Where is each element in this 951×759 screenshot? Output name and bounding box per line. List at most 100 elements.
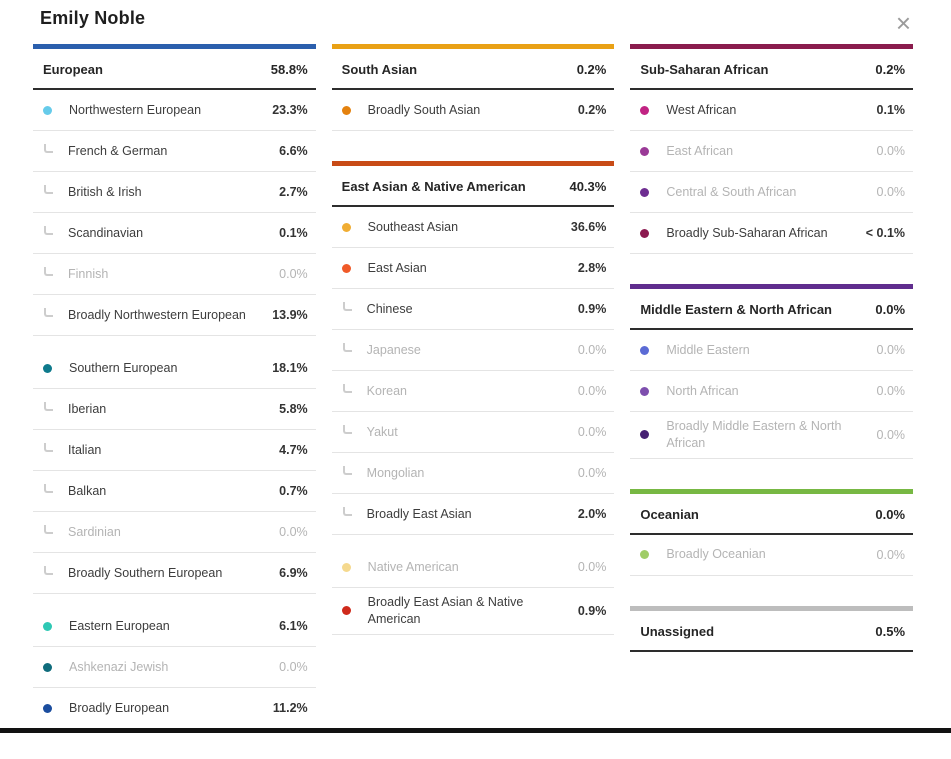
tree-connector-icon bbox=[44, 143, 53, 153]
row-percent: 5.8% bbox=[279, 402, 308, 416]
row-label: Eastern European bbox=[69, 618, 170, 633]
category-dot-icon bbox=[341, 105, 351, 115]
tree-connector-icon bbox=[342, 424, 352, 434]
row-label: Japanese bbox=[366, 342, 421, 357]
row-percent: 18.1% bbox=[272, 361, 308, 375]
ancestry-section: Middle Eastern & North African 0.0% Middle… bbox=[630, 284, 914, 459]
ancestry-row: Japanese 0.0% bbox=[331, 330, 615, 371]
row-label: Broadly Northwestern European bbox=[68, 307, 246, 322]
section-color-bar bbox=[630, 488, 914, 494]
section-percent: 0.2% bbox=[875, 62, 906, 77]
ancestry-row: Middle Eastern 0.0% bbox=[630, 330, 914, 371]
category-dot-icon bbox=[43, 105, 52, 115]
section-color-bar bbox=[331, 161, 615, 166]
row-label: East African bbox=[666, 143, 734, 158]
tree-connector-icon bbox=[44, 442, 53, 452]
category-dot-icon bbox=[43, 703, 52, 713]
tree-connector-icon bbox=[342, 342, 352, 352]
ancestry-row: Broadly South Asian 0.2% bbox=[331, 90, 615, 131]
category-dot-icon bbox=[341, 222, 351, 232]
row-label: Chinese bbox=[366, 301, 413, 316]
ancestry-row: Iberian 5.8% bbox=[33, 389, 316, 430]
row-label: Finnish bbox=[68, 266, 109, 281]
section-header-row: Oceanian 0.0% bbox=[630, 494, 914, 535]
row-percent: 6.1% bbox=[279, 619, 308, 633]
row-percent: < 0.1% bbox=[865, 226, 906, 240]
row-label: Southeast Asian bbox=[367, 219, 459, 234]
section-name: European bbox=[43, 62, 103, 77]
row-percent: 6.9% bbox=[279, 566, 308, 580]
row-label: Northwestern European bbox=[69, 102, 202, 117]
row-percent: 0.0% bbox=[876, 144, 906, 158]
section-name: Unassigned bbox=[640, 623, 715, 639]
tree-connector-icon bbox=[342, 383, 352, 393]
row-label: Mongolian bbox=[366, 465, 425, 480]
category-dot-icon bbox=[43, 621, 52, 631]
category-dot-icon bbox=[43, 363, 52, 373]
section-name: East Asian & Native American bbox=[341, 179, 526, 194]
row-percent: 23.3% bbox=[272, 103, 308, 117]
row-percent: 0.0% bbox=[577, 425, 607, 439]
ancestry-section: East Asian & Native American 40.3% Southea… bbox=[331, 161, 615, 635]
category-dot-icon bbox=[43, 662, 52, 672]
category-dot-icon bbox=[640, 430, 650, 440]
section-percent: 58.8% bbox=[270, 62, 308, 77]
category-dot-icon bbox=[341, 606, 351, 616]
ancestry-row: Broadly Northwestern European 13.9% bbox=[33, 295, 316, 336]
row-label: Sardinian bbox=[68, 524, 121, 539]
row-label: Yakut bbox=[366, 424, 398, 439]
tree-connector-icon bbox=[342, 301, 352, 311]
tree-connector-icon bbox=[342, 506, 352, 516]
row-label: Middle Eastern bbox=[666, 342, 750, 357]
ancestry-row: Eastern European 6.1% bbox=[33, 606, 316, 647]
row-label: French & German bbox=[68, 143, 168, 158]
row-label: Broadly Middle Eastern & North African bbox=[666, 419, 842, 450]
row-label: West African bbox=[666, 102, 737, 117]
row-percent: 2.0% bbox=[577, 507, 607, 521]
ancestry-columns: European 58.8% Northwestern European 23.3% F… bbox=[0, 42, 951, 759]
section-name: Middle Eastern & North African bbox=[640, 302, 832, 317]
tree-connector-icon bbox=[44, 266, 53, 276]
ancestry-row: Southern European 18.1% bbox=[33, 348, 316, 389]
section-color-bar bbox=[630, 284, 914, 289]
section-color-bar bbox=[630, 605, 914, 611]
row-percent: 0.0% bbox=[279, 660, 308, 674]
row-percent: 0.7% bbox=[279, 484, 308, 498]
row-percent: 0.1% bbox=[876, 103, 906, 117]
category-dot-icon bbox=[640, 228, 650, 238]
row-label: Iberian bbox=[68, 401, 107, 416]
row-percent: 4.7% bbox=[279, 443, 308, 457]
ancestry-row: Broadly Southern European 6.9% bbox=[33, 553, 316, 594]
close-icon[interactable]: × bbox=[895, 8, 911, 38]
row-percent: 36.6% bbox=[570, 220, 607, 234]
tree-connector-icon bbox=[342, 465, 352, 475]
row-label: Balkan bbox=[68, 483, 107, 498]
ancestry-row: Broadly Sub-Saharan African < 0.1% bbox=[630, 213, 914, 254]
row-label: North African bbox=[666, 383, 739, 398]
ancestry-section: South Asian 0.2% Broadly South Asian 0.2% bbox=[331, 44, 615, 131]
ancestry-row: Central & South African 0.0% bbox=[630, 172, 914, 213]
category-dot-icon bbox=[341, 263, 351, 273]
category-dot-icon bbox=[640, 550, 650, 560]
row-percent: 0.0% bbox=[577, 560, 607, 574]
tree-connector-icon bbox=[44, 524, 53, 534]
ancestry-row: Chinese 0.9% bbox=[331, 289, 615, 330]
section-header-row: European 58.8% bbox=[33, 49, 316, 90]
ancestry-row: Broadly East Asian & Native American 0.9% bbox=[331, 588, 615, 635]
ancestry-column: Sub-Saharan African 0.2% West African 0.1% E… bbox=[630, 44, 914, 682]
ancestry-row: East African 0.0% bbox=[630, 131, 914, 172]
tree-connector-icon bbox=[44, 225, 53, 235]
row-percent: 0.0% bbox=[876, 427, 906, 442]
ancestry-row: Broadly East Asian 2.0% bbox=[331, 494, 615, 535]
ancestry-section: Oceanian 0.0% Broadly Oceanian 0.0% bbox=[630, 488, 914, 576]
row-label: Ashkenazi Jewish bbox=[69, 659, 169, 674]
row-percent: 6.6% bbox=[279, 144, 308, 158]
ancestry-row: British & Irish 2.7% bbox=[33, 172, 316, 213]
ancestry-column: European 58.8% Northwestern European 23.3% F… bbox=[33, 44, 316, 759]
page-title: Emily Noble bbox=[40, 8, 146, 28]
row-percent: 0.0% bbox=[876, 547, 906, 562]
section-percent: 40.3% bbox=[569, 179, 607, 194]
row-percent: 13.9% bbox=[272, 308, 308, 322]
row-label: Southern European bbox=[69, 360, 178, 375]
